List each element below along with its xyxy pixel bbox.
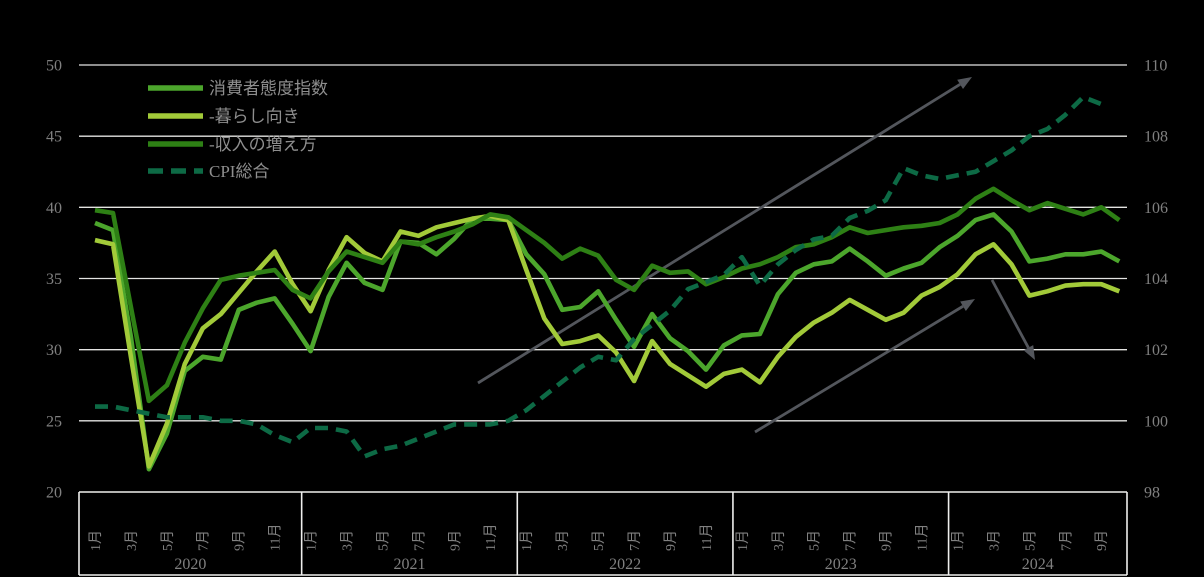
- left-axis-label: 35: [46, 271, 62, 288]
- year-label: 2021: [393, 556, 425, 573]
- left-axis-label: 50: [46, 58, 62, 75]
- right-axis-label: 110: [1144, 58, 1167, 75]
- legend-label--収入の増え方: -収入の増え方: [209, 135, 317, 154]
- month-tick-label: 9月: [232, 530, 248, 551]
- month-tick-label: 7月: [843, 530, 859, 551]
- month-tick-label: 9月: [1094, 530, 1110, 551]
- month-tick-label: 7月: [1058, 530, 1074, 551]
- series-line-消費者態度指数: [94, 212, 1121, 472]
- series-line--収入の増え方: [94, 186, 1121, 404]
- right-axis-label: 102: [1144, 342, 1168, 359]
- month-tick-label: 3月: [771, 530, 787, 551]
- month-tick-label: 7月: [411, 530, 427, 551]
- month-tick-label: 1月: [88, 530, 104, 551]
- month-tick-label: 9月: [879, 530, 895, 551]
- left-axis-label: 30: [46, 342, 62, 359]
- month-tick-label: 1月: [735, 530, 751, 551]
- month-tick-label: 3月: [986, 530, 1002, 551]
- month-tick-label: 11月: [915, 524, 931, 551]
- trend-arrow-shaft: [477, 83, 961, 385]
- month-tick-label: 5月: [1022, 530, 1038, 551]
- left-axis-label: 40: [46, 200, 62, 217]
- trend-arrow-head: [1023, 345, 1035, 360]
- month-tick-label: 5月: [807, 530, 823, 551]
- trend-arrow-shaft: [754, 305, 964, 434]
- series-line-CPI総合: [95, 94, 1103, 459]
- month-tick-label: 7月: [627, 530, 643, 551]
- month-tick-label: 1月: [950, 530, 966, 551]
- month-tick-label: 11月: [699, 524, 715, 551]
- year-label: 2024: [1022, 556, 1054, 573]
- right-axis-label: 100: [1144, 413, 1168, 430]
- year-label: 2023: [825, 556, 857, 573]
- month-tick-label: 3月: [339, 530, 355, 551]
- month-tick-label: 7月: [196, 530, 212, 551]
- right-axis-label: 98: [1144, 485, 1160, 502]
- month-tick-label: 1月: [519, 530, 535, 551]
- left-axis-label: 45: [46, 129, 62, 146]
- month-tick-label: 3月: [124, 530, 140, 551]
- month-tick-label: 5月: [160, 530, 176, 551]
- year-label: 2020: [174, 556, 206, 573]
- right-axis-label: 106: [1144, 200, 1168, 217]
- series-line--暮らし向き: [94, 213, 1121, 469]
- trend-arrow-shaft: [990, 279, 1030, 349]
- right-axis-label: 104: [1144, 271, 1168, 288]
- trend-arrow-head: [960, 299, 975, 311]
- right-axis-label: 108: [1144, 129, 1168, 146]
- left-axis-label: 25: [46, 413, 62, 430]
- legend-label--暮らし向き: -暮らし向き: [209, 107, 300, 126]
- month-tick-label: 5月: [375, 530, 391, 551]
- month-tick-label: 3月: [555, 530, 571, 551]
- month-tick-label: 11月: [483, 524, 499, 551]
- legend-label-消費者態度指数: 消費者態度指数: [209, 79, 328, 98]
- legend-label-CPI総合: CPI総合: [209, 162, 269, 181]
- trend-arrow-head: [957, 77, 972, 90]
- month-tick-label: 9月: [663, 530, 679, 551]
- month-tick-label: 11月: [268, 524, 284, 551]
- month-tick-label: 5月: [591, 530, 607, 551]
- month-tick-label: 1月: [304, 530, 320, 551]
- left-axis-label: 20: [46, 485, 62, 502]
- month-tick-label: 9月: [447, 530, 463, 551]
- year-label: 2022: [609, 556, 641, 573]
